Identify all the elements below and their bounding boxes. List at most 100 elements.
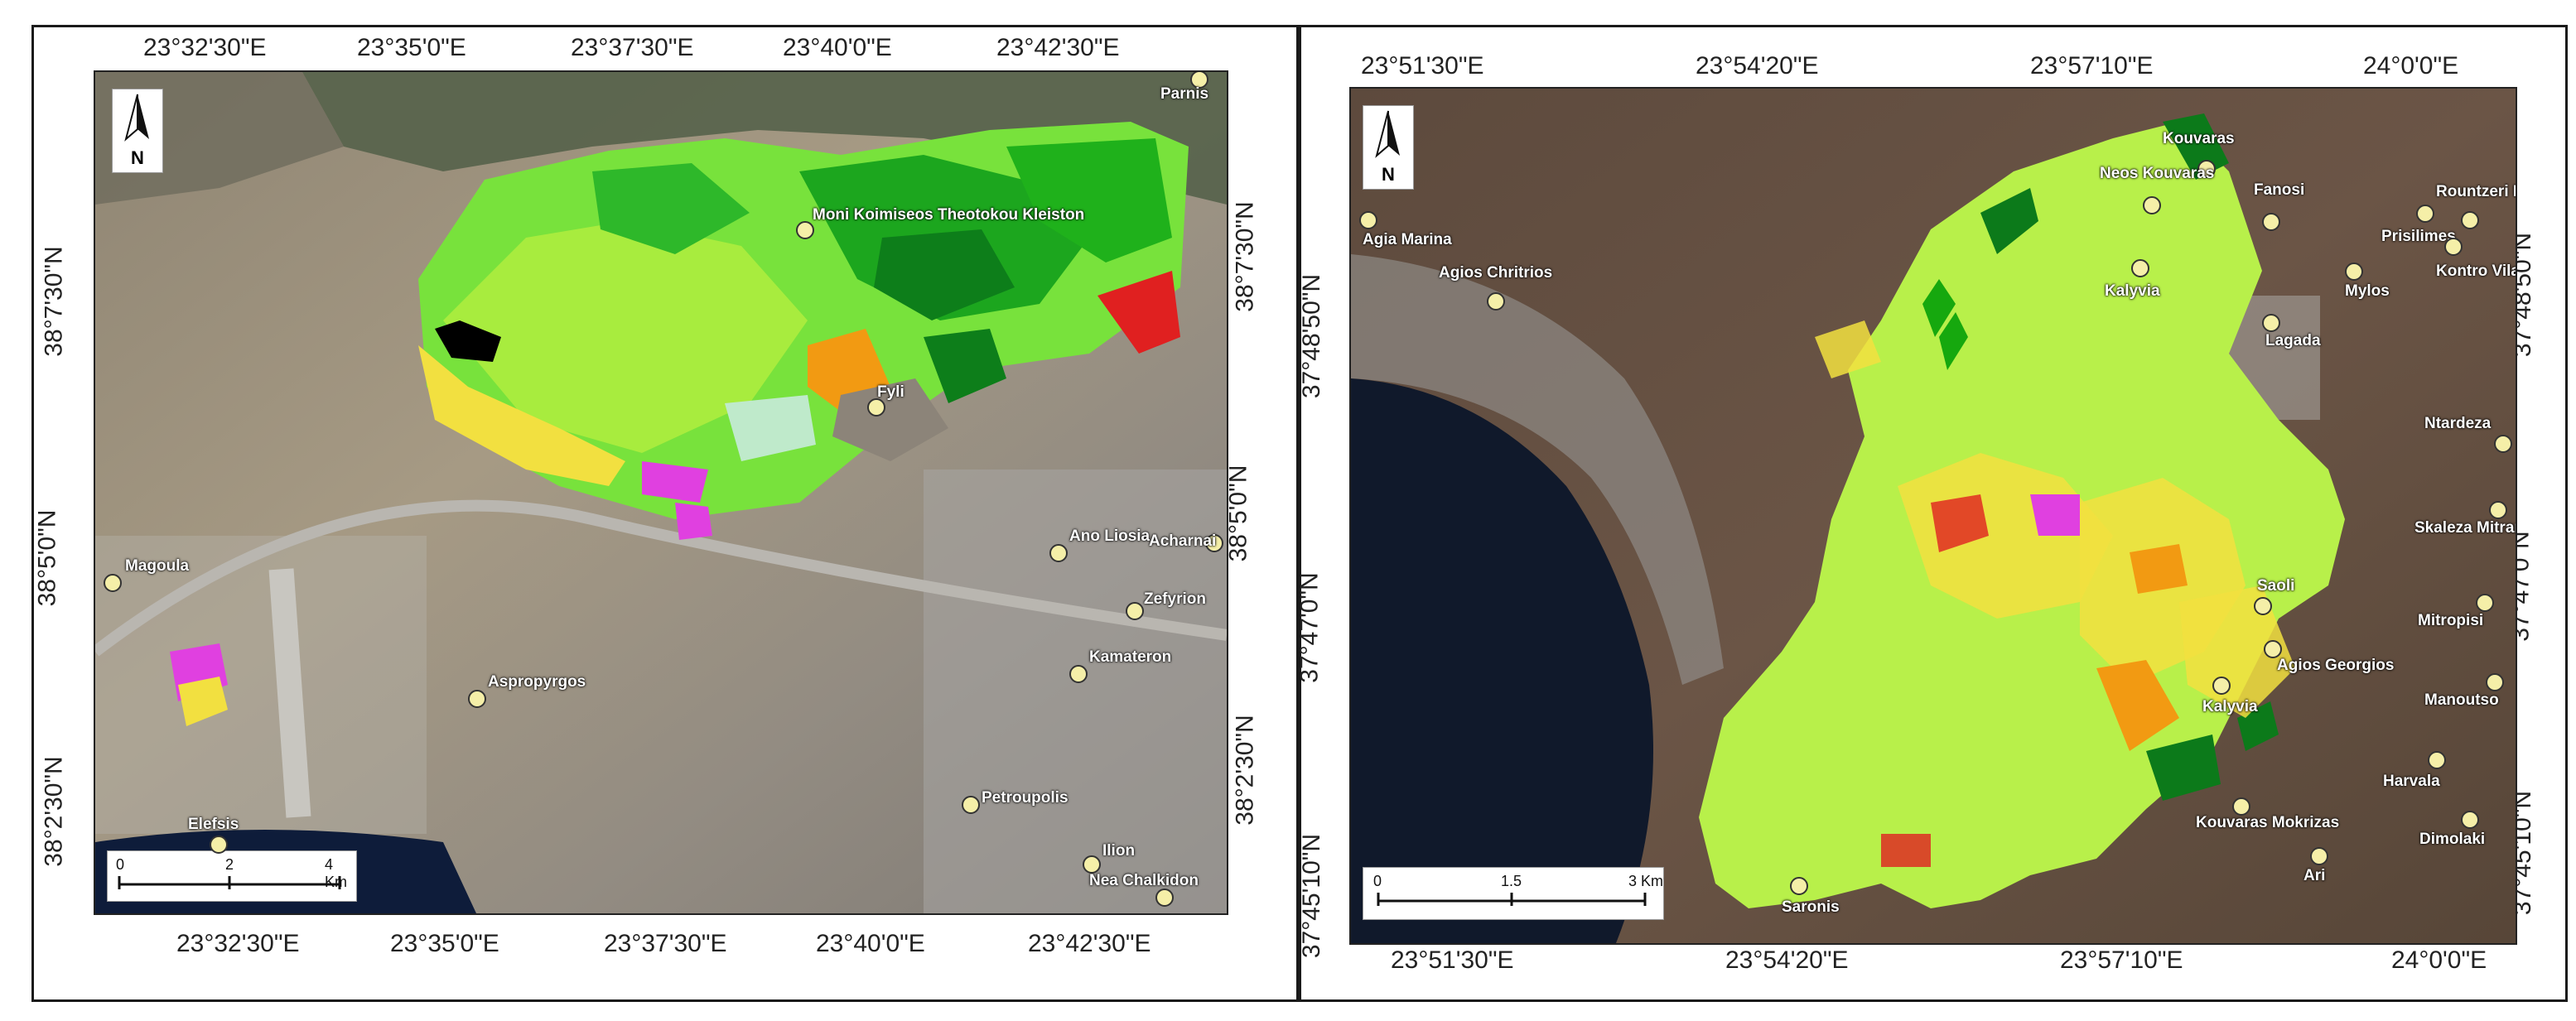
place-label: Elefsis [188, 816, 239, 833]
place-dot [2444, 238, 2463, 256]
place-dot [2143, 196, 2161, 214]
place-label: Kouvaras [2163, 130, 2235, 147]
right-top-coord-1: 23°51'30"E [1361, 52, 1484, 79]
place-label: Agios Georgios [2277, 657, 2395, 674]
left-bottom-coord-4: 23°40'0"E [816, 930, 925, 957]
place-label: Petroupolis [982, 789, 1069, 807]
right-top-coord-4: 24°0'0"E [2363, 52, 2459, 79]
place-dot [2262, 213, 2280, 231]
place-dot [867, 398, 885, 417]
left-top-coord-2: 23°35'0"E [357, 34, 466, 61]
place-dot [2232, 797, 2250, 816]
right-scale-0: 0 [1373, 873, 1382, 889]
left-lat-right-coord-1: 38°7'30"N [1231, 201, 1259, 312]
north-arrow-icon [124, 94, 149, 142]
right-bottom-coord-3: 23°57'10"E [2060, 946, 2183, 974]
place-label: Ari [2303, 867, 2326, 884]
right-lat-coord-3: 37°45'10"N [1298, 833, 1326, 959]
left-map-graphic [95, 72, 1227, 913]
place-dot [468, 690, 486, 708]
place-dot [2428, 751, 2446, 769]
place-dot [2476, 594, 2494, 612]
right-top-coord-3: 23°57'10"E [2030, 52, 2154, 79]
place-dot [796, 221, 814, 239]
place-dot [1069, 665, 1088, 683]
place-label: Parnis [1160, 85, 1209, 103]
right-scale-graphic [1377, 893, 1647, 906]
left-top-coord-3: 23°37'30"E [571, 34, 694, 61]
right-scale-bar: 0 1.5 3 Km [1363, 867, 1664, 920]
place-dot [2197, 160, 2216, 178]
place-dot [2264, 640, 2282, 658]
place-label: Aspropyrgos [488, 673, 586, 691]
place-label: Ntardeza [2424, 415, 2492, 432]
place-dot [1083, 855, 1101, 874]
place-label: Kalyvia [2202, 698, 2258, 715]
place-dot [210, 836, 228, 854]
place-dot [1155, 889, 1174, 907]
left-top-coord-4: 23°40'0"E [783, 34, 892, 61]
place-label: Ilion [1102, 842, 1136, 860]
left-lat-right-coord-2: 38°5'0"N [1224, 465, 1252, 562]
place-dot [1190, 72, 1208, 89]
place-dot [104, 574, 122, 592]
right-bottom-coord-4: 24°0'0"E [2391, 946, 2487, 974]
place-dot [1205, 534, 1223, 552]
place-label: Kontro Vilari [2436, 262, 2516, 280]
left-scale-graphic [118, 876, 341, 889]
left-bottom-coord-2: 23°35'0"E [390, 930, 499, 957]
place-dot [1359, 211, 1377, 229]
place-label: Zefyrion [1144, 590, 1206, 608]
place-dot [2254, 597, 2272, 615]
place-dot [2345, 262, 2363, 281]
left-top-coord-5: 23°42'30"E [996, 34, 1120, 61]
place-label: Harvala [2383, 773, 2440, 790]
place-dot [2416, 205, 2434, 223]
right-scale-end: 3 Km [1628, 873, 1664, 889]
place-label: Manoutso [2424, 691, 2499, 709]
left-scale-bar: 0 2 4 Km [107, 850, 357, 902]
place-label: Lagada [2265, 332, 2321, 349]
left-lat-coord-2: 38°5'0"N [33, 509, 61, 607]
right-map-graphic [1351, 89, 2516, 943]
place-label: Mylos [2345, 282, 2390, 300]
place-dot [2494, 435, 2512, 453]
right-north-arrow: N [1363, 105, 1414, 190]
place-dot [2461, 211, 2479, 229]
place-label: Magoula [125, 557, 190, 575]
left-bottom-coord-1: 23°32'30"E [176, 930, 300, 957]
left-north-label: N [131, 147, 144, 168]
left-lat-coord-1: 38°7'30"N [40, 246, 68, 357]
place-dot [2310, 847, 2328, 865]
place-label: Kalyvia [2105, 282, 2160, 300]
right-lat-coord-2: 37°47'0"N [1295, 572, 1324, 683]
left-bottom-coord-3: 23°37'30"E [604, 930, 727, 957]
place-label: Fyli [877, 383, 904, 401]
left-satellite-map: N 0 2 4 Km Parnis Moni Koimiseos Theotok… [94, 70, 1228, 915]
place-label: Mitropisi [2418, 612, 2484, 629]
north-arrow-icon [1375, 110, 1400, 158]
right-map-panel: 23°51'30"E 23°54'20"E 23°57'10"E 24°0'0"… [1295, 25, 2568, 1002]
left-lat-right-coord-3: 38°2'30"N [1231, 715, 1259, 826]
place-label: Agios Chritrios [1439, 264, 1553, 282]
place-label: Ano Liosia [1069, 527, 1151, 545]
right-bottom-coord-2: 23°54'20"E [1725, 946, 1849, 974]
right-bottom-coord-1: 23°51'30"E [1391, 946, 1514, 974]
place-dot [2489, 501, 2507, 519]
left-scale-0: 0 [116, 856, 125, 873]
right-lat-coord-1: 37°48'50"N [1298, 273, 1326, 399]
place-label: Agia Marina [1363, 231, 1452, 248]
place-dot [2212, 677, 2231, 695]
place-label: Kamateron [1089, 648, 1172, 666]
left-top-coord-1: 23°32'30"E [143, 34, 267, 61]
left-north-arrow: N [112, 89, 163, 173]
place-dot [2461, 811, 2479, 829]
place-label: Nea Chalkidon [1089, 872, 1199, 889]
place-label: Skaleza Mitrantoni [2414, 519, 2516, 537]
left-lat-coord-3: 38°2'30"N [40, 756, 68, 867]
place-dot [1049, 544, 1068, 562]
left-bottom-coord-5: 23°42'30"E [1028, 930, 1151, 957]
place-dot [2131, 259, 2149, 277]
place-dot [2262, 314, 2280, 332]
place-label: Saronis [1782, 898, 1840, 916]
